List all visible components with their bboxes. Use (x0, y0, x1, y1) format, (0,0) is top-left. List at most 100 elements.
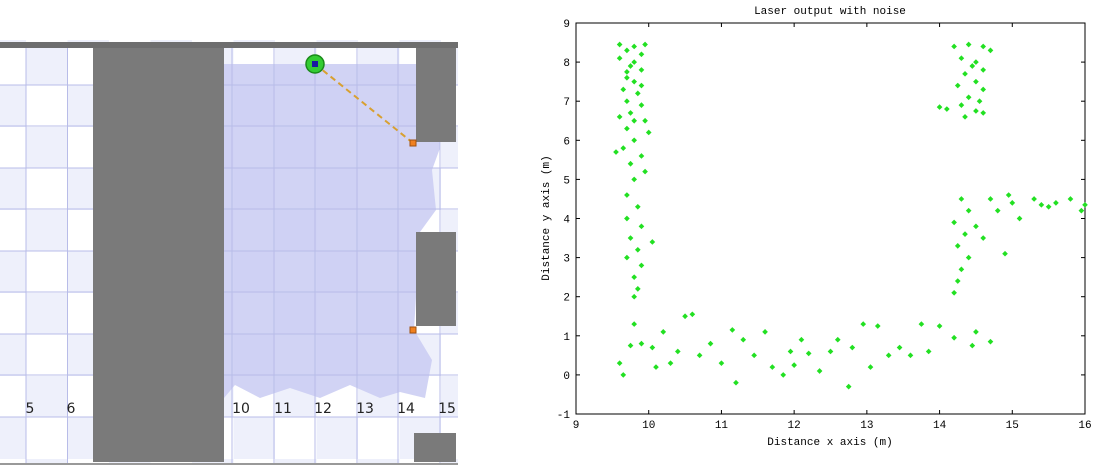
x-tick-label: 11 (715, 420, 729, 432)
point (645, 129, 652, 136)
point (613, 149, 619, 155)
point (631, 59, 637, 65)
point (631, 78, 637, 85)
point (951, 334, 957, 341)
point (798, 336, 805, 343)
x-tick-label: 15 (1006, 420, 1019, 432)
point (885, 352, 892, 359)
point (638, 51, 645, 58)
point (729, 327, 736, 333)
point (627, 160, 634, 167)
x-tick-label: 12 (788, 420, 801, 432)
point (624, 74, 630, 81)
point (674, 348, 681, 355)
y-tick-label: 5 (563, 175, 570, 187)
y-tick-label: 0 (563, 371, 570, 383)
point (827, 348, 834, 355)
point (965, 41, 972, 48)
point (638, 262, 645, 269)
point (624, 125, 630, 132)
point (634, 203, 641, 210)
point (634, 90, 641, 97)
point (958, 266, 965, 273)
grid-label: 10 (232, 401, 250, 417)
point (805, 350, 812, 357)
grid-label: 11 (274, 401, 292, 417)
point (845, 383, 852, 390)
point (616, 55, 623, 62)
point (1078, 207, 1085, 214)
point (962, 71, 968, 77)
scatter-chart: Laser output with noise Distance x axis … (541, 6, 1092, 449)
point (1002, 250, 1008, 257)
point (954, 82, 961, 89)
point (627, 235, 634, 241)
point (649, 239, 656, 245)
point (624, 47, 630, 54)
point (638, 153, 645, 159)
point (958, 196, 965, 202)
waypoint (409, 326, 417, 334)
point (951, 43, 957, 50)
point (816, 368, 823, 374)
point (860, 321, 867, 327)
point (627, 342, 634, 349)
point (638, 67, 645, 73)
point (896, 344, 903, 351)
point (965, 207, 972, 214)
point (849, 344, 856, 351)
point (634, 286, 641, 292)
obstacle (93, 48, 224, 462)
y-tick-label: 8 (563, 58, 570, 70)
point (936, 104, 943, 110)
point (1016, 215, 1023, 222)
point (980, 67, 987, 73)
x-tick-label: 9 (573, 420, 580, 432)
point (987, 338, 994, 345)
top-wall (0, 42, 458, 48)
point (682, 313, 688, 320)
y-axis-label: Distance y axis (m) (541, 155, 553, 280)
point (973, 329, 979, 335)
y-tick-label: 1 (563, 332, 570, 344)
point (973, 59, 979, 65)
point (944, 106, 950, 112)
point (642, 117, 648, 124)
plot-frame (575, 22, 1086, 415)
point (976, 98, 983, 105)
point (969, 63, 976, 69)
point (616, 360, 623, 366)
point (667, 360, 674, 366)
point (624, 69, 630, 75)
simulator-view: 5 6 10 11 12 13 14 15 (0, 40, 458, 465)
point (980, 43, 987, 50)
point (620, 145, 627, 151)
point (980, 235, 987, 241)
point (962, 231, 968, 237)
point (958, 102, 965, 108)
point (638, 82, 645, 89)
point (631, 176, 637, 183)
point (718, 360, 725, 366)
point (616, 114, 623, 120)
point (1053, 200, 1059, 206)
point (1045, 203, 1052, 210)
robot-center (312, 61, 318, 67)
grid-label: 5 (26, 401, 35, 417)
point (965, 94, 972, 101)
point (638, 340, 645, 347)
obstacle (414, 433, 456, 462)
point (624, 215, 630, 222)
point (631, 117, 637, 124)
point (627, 63, 634, 69)
x-tick-label: 13 (860, 420, 873, 432)
point (958, 55, 965, 62)
point (980, 86, 987, 93)
grid-label: 13 (356, 401, 374, 417)
point (973, 78, 979, 85)
y-tick-label: -1 (557, 410, 571, 422)
y-tick-label: 4 (563, 215, 570, 227)
x-tick-label: 10 (642, 420, 655, 432)
x-tick-label: 14 (933, 420, 947, 432)
